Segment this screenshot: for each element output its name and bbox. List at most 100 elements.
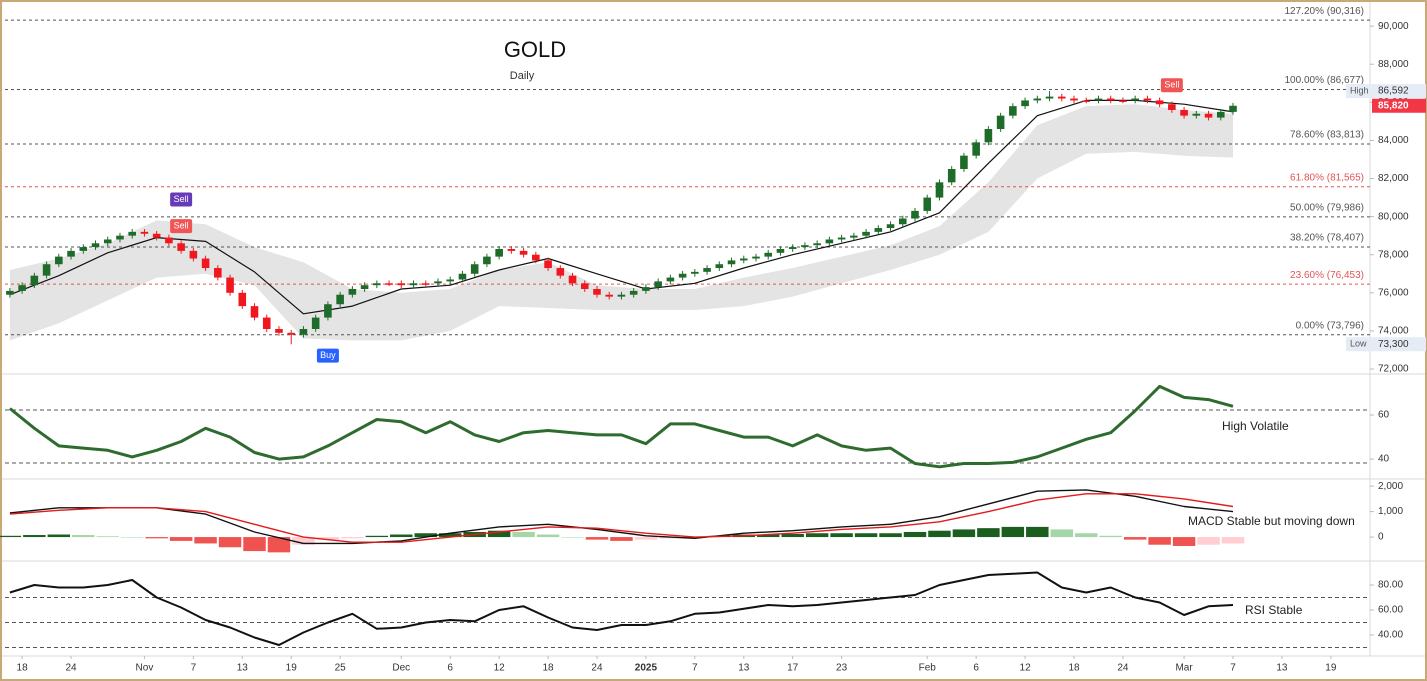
candle-body bbox=[691, 271, 699, 274]
histogram-bar bbox=[928, 530, 951, 538]
signal-marker bbox=[316, 348, 339, 363]
candle-body bbox=[165, 237, 173, 244]
candle-body bbox=[18, 285, 26, 291]
y-tick-label: 82,000 bbox=[1378, 173, 1409, 184]
histogram-bar bbox=[1197, 537, 1220, 545]
extreme-name: Low bbox=[1350, 339, 1367, 349]
x-tick-label: 19 bbox=[286, 663, 298, 674]
histogram-bar bbox=[1001, 526, 1025, 538]
candle-body bbox=[299, 329, 308, 335]
candle-body bbox=[947, 169, 956, 183]
histogram-bar bbox=[218, 537, 242, 548]
candle-body bbox=[30, 275, 39, 286]
chart-title: GOLD bbox=[504, 37, 566, 62]
histogram-bar bbox=[194, 537, 217, 544]
candle-body bbox=[556, 268, 565, 276]
fib-label: 127.20% (90,316) bbox=[1284, 6, 1364, 17]
candle-body bbox=[360, 285, 369, 289]
histogram-bar bbox=[365, 535, 389, 538]
histogram-bar bbox=[1221, 537, 1245, 544]
signal-label: Sell bbox=[1164, 80, 1179, 90]
candle-body bbox=[960, 155, 968, 169]
histogram-bar bbox=[1172, 537, 1196, 546]
candle-body bbox=[470, 264, 479, 274]
candle-body bbox=[1216, 111, 1225, 118]
candle-body bbox=[373, 283, 381, 286]
extreme-box bbox=[1346, 337, 1426, 352]
candle-body bbox=[140, 231, 149, 234]
x-tick-label: 17 bbox=[787, 663, 799, 674]
histogram-bar bbox=[145, 537, 168, 539]
y-tick-label: 76,000 bbox=[1378, 287, 1409, 298]
candle-body bbox=[593, 289, 601, 295]
candle-body bbox=[617, 294, 626, 297]
signal-marker bbox=[170, 192, 193, 207]
candle-body bbox=[189, 250, 198, 259]
candle-body bbox=[739, 258, 748, 261]
candle-body bbox=[348, 289, 357, 295]
x-tick-label: 2025 bbox=[635, 663, 658, 674]
histogram-bar bbox=[341, 537, 364, 539]
histogram-bar bbox=[610, 537, 633, 541]
y-tick-label: 1,000 bbox=[1378, 506, 1403, 517]
candle-body bbox=[42, 264, 51, 276]
x-tick-label: 18 bbox=[1068, 663, 1080, 674]
histogram-bar bbox=[830, 533, 853, 538]
x-tick-label: 24 bbox=[591, 663, 603, 674]
candle-body bbox=[654, 281, 662, 288]
candle-body bbox=[177, 243, 185, 251]
candle-body bbox=[507, 249, 516, 251]
y-tick-label: 60.00 bbox=[1378, 605, 1403, 616]
histogram-bar bbox=[536, 534, 560, 538]
x-tick-label: 6 bbox=[447, 663, 453, 674]
candle-body bbox=[434, 281, 442, 284]
fib-label: 38.20% (78,407) bbox=[1290, 233, 1364, 244]
candle-body bbox=[152, 233, 161, 238]
candle-body bbox=[1131, 98, 1139, 101]
candle-body bbox=[201, 258, 210, 269]
y-tick-label: 72,000 bbox=[1378, 364, 1409, 375]
candle-body bbox=[764, 252, 773, 257]
candle-body bbox=[898, 218, 907, 225]
candle-body bbox=[1143, 98, 1152, 101]
candle-body bbox=[1119, 100, 1127, 102]
candle-body bbox=[568, 275, 577, 284]
histogram-bar bbox=[267, 537, 291, 553]
candle-body bbox=[1082, 100, 1091, 102]
histogram-bar bbox=[781, 534, 804, 538]
histogram-bar bbox=[169, 537, 193, 541]
x-tick-label: Dec bbox=[392, 663, 410, 674]
candle-body bbox=[923, 197, 932, 211]
histogram-bar bbox=[390, 534, 413, 538]
candle-body bbox=[250, 306, 259, 318]
candle-body bbox=[519, 250, 528, 255]
histogram-bar bbox=[0, 535, 22, 538]
candle-body bbox=[776, 249, 785, 253]
candle-body bbox=[1204, 113, 1213, 118]
cloud-band bbox=[9, 104, 1233, 341]
candle-body bbox=[262, 317, 271, 329]
candle-body bbox=[458, 273, 467, 280]
candle-body bbox=[1106, 98, 1115, 101]
y-tick-label: 88,000 bbox=[1378, 59, 1409, 70]
signal-label: Sell bbox=[174, 194, 189, 204]
candle-body bbox=[275, 329, 283, 333]
candle-body bbox=[287, 332, 296, 335]
x-tick-label: 25 bbox=[335, 663, 347, 674]
fib-label: 78.60% (83,813) bbox=[1290, 130, 1364, 141]
candle-body bbox=[128, 231, 136, 236]
last-price-label: 85,820 bbox=[1378, 100, 1409, 111]
extreme-value: 73,300 bbox=[1378, 339, 1409, 350]
candle-body bbox=[116, 235, 124, 240]
candle-body bbox=[446, 279, 455, 282]
histogram-bar bbox=[47, 534, 71, 538]
candle-body bbox=[788, 247, 797, 249]
candle-body bbox=[495, 249, 503, 257]
candle-body bbox=[226, 277, 234, 293]
x-tick-label: Nov bbox=[136, 663, 154, 674]
histogram-bar bbox=[1099, 535, 1122, 538]
y-tick-label: 90,000 bbox=[1378, 21, 1409, 32]
candle-body bbox=[6, 290, 14, 295]
candle-body bbox=[996, 115, 1005, 129]
